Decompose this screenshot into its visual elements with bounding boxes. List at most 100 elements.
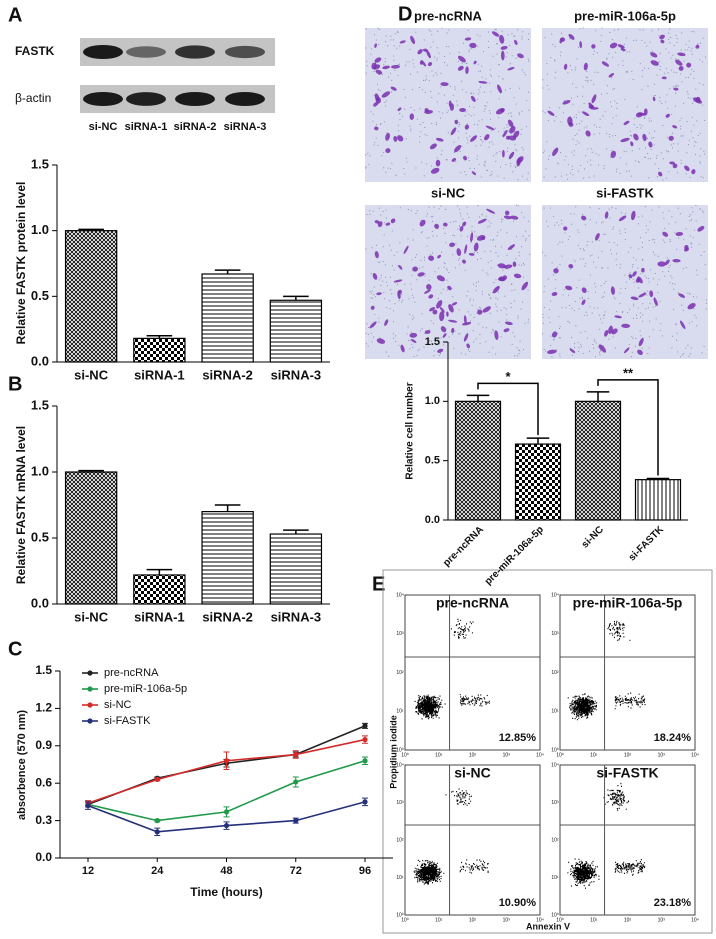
cell	[390, 86, 397, 91]
cell	[457, 65, 464, 71]
cell	[568, 33, 575, 40]
cell	[446, 311, 449, 317]
cell	[440, 326, 447, 333]
micrograph	[542, 28, 708, 182]
significance-bracket	[477, 382, 539, 436]
cell	[451, 301, 458, 306]
cell	[393, 279, 403, 283]
cell	[631, 210, 636, 221]
bar	[64, 230, 118, 363]
cell	[675, 231, 684, 237]
y-tick-label: 0.0	[31, 595, 49, 610]
cell	[614, 315, 622, 319]
flow-tick-label: 10⁴	[536, 752, 544, 758]
cell	[581, 215, 587, 221]
cell	[462, 321, 472, 326]
cell	[429, 143, 437, 150]
cell	[465, 66, 469, 75]
error-bar	[283, 295, 309, 301]
cell	[551, 292, 558, 296]
cell	[652, 96, 656, 102]
panel-label: E	[372, 573, 385, 595]
y-tick-label: 0.0	[31, 353, 49, 368]
cell	[672, 258, 681, 263]
cell	[492, 285, 500, 294]
cell	[642, 133, 647, 141]
cell	[462, 221, 467, 227]
blot-row-label: β-actin	[15, 91, 51, 105]
flow-tick-label: 10³	[503, 752, 511, 758]
blot-band	[126, 46, 166, 58]
flow-tick-label: 10²	[469, 752, 477, 758]
y-tick-label: 1.0	[31, 463, 49, 478]
cell	[440, 82, 449, 87]
cell	[684, 165, 690, 172]
legend-label: si-NC	[104, 699, 132, 711]
flow-plot	[404, 594, 541, 751]
cell	[400, 344, 405, 353]
line	[87, 738, 366, 804]
x-tick-label: siRNA-2	[202, 367, 253, 382]
cell	[591, 44, 596, 49]
cell	[563, 63, 568, 70]
cell	[664, 259, 670, 266]
flow-tick-label: 10⁴	[691, 752, 699, 758]
cell	[373, 101, 379, 107]
x-tick-label: pre-miR-106a-5p	[483, 524, 546, 587]
cell	[563, 226, 568, 231]
flow-tick-label: 10⁴	[396, 592, 404, 598]
cell	[620, 47, 626, 52]
flow-tick-label: 10¹	[396, 875, 404, 881]
cell	[604, 211, 609, 219]
legend-marker	[87, 718, 93, 724]
cell	[456, 248, 462, 257]
flow-tick-label: 10³	[658, 752, 666, 758]
y-axis-label: absorbence (570 nm)	[16, 710, 28, 820]
cell	[657, 261, 667, 267]
y-axis-label: Relative FASTK mRNA level	[14, 426, 28, 584]
cell	[432, 309, 438, 315]
cell	[638, 292, 647, 298]
micrograph-title: si-NC	[431, 185, 466, 200]
cell	[569, 348, 576, 354]
error-bar	[146, 568, 173, 575]
flow-title: si-NC	[454, 765, 491, 781]
cell	[410, 35, 416, 45]
bar	[574, 400, 622, 521]
flow-tick-label: 10²	[624, 917, 632, 923]
panel-label: B	[8, 373, 22, 395]
cell	[448, 319, 458, 323]
cell	[454, 119, 459, 125]
flow-plot	[559, 594, 696, 751]
y-tick-label: 0.3	[35, 813, 52, 827]
cell	[423, 289, 431, 294]
cell	[469, 42, 477, 49]
cell	[463, 315, 467, 324]
cell	[568, 264, 574, 269]
cell	[399, 40, 406, 44]
cell	[377, 221, 383, 228]
micrograph	[542, 205, 708, 359]
cell	[417, 49, 423, 55]
cell	[581, 299, 586, 306]
flow-tick-label: 10¹	[590, 752, 598, 758]
flow-dots	[567, 620, 646, 721]
cell	[473, 242, 479, 252]
flow-tick-label: 10²	[551, 837, 559, 843]
cell	[630, 141, 634, 147]
x-tick-label: 48	[220, 865, 232, 877]
cell	[611, 328, 618, 335]
error-bar	[526, 437, 550, 445]
cell	[559, 37, 563, 44]
cell	[390, 218, 396, 224]
flow-tick-label: 10⁰	[396, 912, 404, 918]
cell	[427, 62, 433, 67]
cell	[679, 320, 686, 330]
cell	[397, 290, 401, 300]
cell	[374, 57, 382, 63]
flow-dots	[567, 783, 646, 889]
flow-tick-label: 10¹	[396, 709, 404, 715]
micrograph-title: pre-miR-106a-5p	[574, 8, 676, 23]
cell	[374, 126, 379, 131]
cell	[650, 60, 659, 66]
